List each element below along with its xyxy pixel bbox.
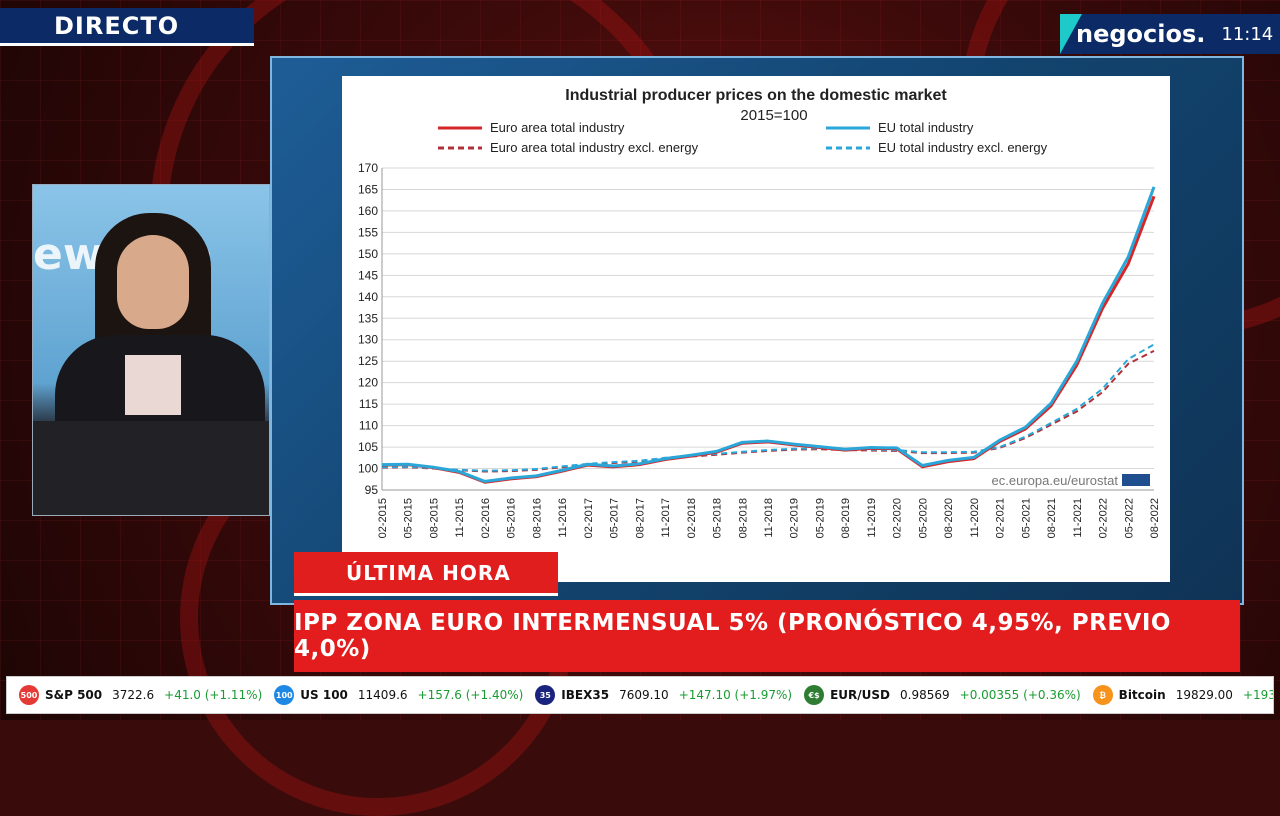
x-tick-label: 02-2016 xyxy=(480,498,492,538)
breaking-news-headline: IPP ZONA EURO INTERMENSUAL 5% (PRONÓSTIC… xyxy=(294,600,1240,672)
breaking-news-label: ÚLTIMA HORA xyxy=(294,552,558,596)
live-indicator: DIRECTO xyxy=(0,8,254,46)
y-tick-label: 155 xyxy=(358,225,378,239)
y-tick-label: 170 xyxy=(358,161,378,175)
x-tick-label: 08-2021 xyxy=(1046,498,1058,538)
series-line xyxy=(382,187,1154,482)
ticker-item: ₿ Bitcoin 19829.00 +193.00 (+0.9 xyxy=(1093,685,1274,705)
x-tick-label: 05-2021 xyxy=(1020,498,1032,538)
y-tick-label: 120 xyxy=(358,376,378,390)
ticker-symbol: US 100 xyxy=(300,688,348,702)
ticker-price: 7609.10 xyxy=(619,688,669,702)
ticker-change: +147.10 (+1.97%) xyxy=(679,688,792,702)
ticker-item: 500 S&P 500 3722.6 +41.0 (+1.11%) xyxy=(19,685,262,705)
y-tick-label: 100 xyxy=(358,462,378,476)
x-tick-label: 02-2022 xyxy=(1098,498,1110,538)
y-tick-label: 140 xyxy=(358,290,378,304)
ticker-symbol: S&P 500 xyxy=(45,688,102,702)
y-tick-label: 110 xyxy=(359,419,378,433)
ticker-price: 3722.6 xyxy=(112,688,154,702)
ibex35-icon: 35 xyxy=(535,685,555,705)
ticker-symbol: EUR/USD xyxy=(830,688,890,702)
x-tick-label: 11-2018 xyxy=(763,498,775,538)
legend-label: EU total industry xyxy=(878,120,974,135)
y-tick-label: 160 xyxy=(358,204,378,218)
x-tick-label: 02-2018 xyxy=(686,498,698,538)
ticker-change: +0.00355 (+0.36%) xyxy=(960,688,1081,702)
y-tick-label: 95 xyxy=(365,483,379,497)
logo-triangle-icon xyxy=(1060,14,1082,54)
x-tick-label: 08-2019 xyxy=(840,498,852,538)
x-tick-label: 11-2020 xyxy=(969,498,981,538)
ticker-symbol: Bitcoin xyxy=(1119,688,1166,702)
x-tick-label: 08-2022 xyxy=(1149,498,1161,538)
chart-subtitle: 2015=100 xyxy=(740,107,807,124)
y-tick-label: 125 xyxy=(358,354,378,368)
ticker-price: 0.98569 xyxy=(900,688,950,702)
legend-label: Euro area total industry xyxy=(490,120,625,135)
x-tick-label: 02-2021 xyxy=(995,498,1007,538)
y-tick-label: 165 xyxy=(358,182,378,196)
eurusd-icon: €$ xyxy=(804,685,824,705)
news-desk xyxy=(33,421,269,515)
x-tick-label: 05-2017 xyxy=(609,498,621,538)
eurostat-logo-icon xyxy=(1122,474,1150,486)
ticker-item: 35 IBEX35 7609.10 +147.10 (+1.97%) xyxy=(535,685,792,705)
chart-title: Industrial producer prices on the domest… xyxy=(565,87,947,104)
x-tick-label: 08-2020 xyxy=(943,498,955,538)
us100-icon: 100 xyxy=(274,685,294,705)
x-tick-label: 11-2016 xyxy=(557,498,569,538)
clock: 11:14 xyxy=(1221,24,1273,45)
chart-source: ec.europa.eu/eurostat xyxy=(992,473,1119,488)
x-tick-label: 11-2015 xyxy=(454,498,466,538)
x-tick-label: 08-2016 xyxy=(531,498,543,538)
x-tick-label: 05-2018 xyxy=(712,498,724,538)
y-tick-label: 150 xyxy=(358,247,378,261)
x-tick-label: 11-2021 xyxy=(1072,498,1084,538)
ticker-change: +193.00 (+0.9 xyxy=(1243,688,1274,702)
series-line xyxy=(382,344,1154,470)
sp500-icon: 500 xyxy=(19,685,39,705)
x-tick-label: 08-2017 xyxy=(634,498,646,538)
bitcoin-icon: ₿ xyxy=(1093,685,1113,705)
y-tick-label: 135 xyxy=(358,311,378,325)
y-tick-label: 115 xyxy=(359,397,378,411)
channel-logo-bar: negocios. 11:14 xyxy=(1060,14,1280,54)
legend-label: Euro area total industry excl. energy xyxy=(490,140,699,155)
x-tick-label: 05-2022 xyxy=(1123,498,1135,538)
y-tick-label: 145 xyxy=(358,268,378,282)
chart-card: Industrial producer prices on the domest… xyxy=(342,76,1170,582)
y-tick-label: 105 xyxy=(358,440,378,454)
ticker-item: €$ EUR/USD 0.98569 +0.00355 (+0.36%) xyxy=(804,685,1081,705)
x-tick-label: 11-2017 xyxy=(660,498,672,538)
ticker-price: 11409.6 xyxy=(358,688,408,702)
x-tick-label: 08-2015 xyxy=(428,498,440,538)
legend-label: EU total industry excl. energy xyxy=(878,140,1048,155)
series-line xyxy=(382,351,1154,472)
x-tick-label: 11-2019 xyxy=(866,498,878,538)
presenter-face xyxy=(117,235,189,329)
x-tick-label: 05-2020 xyxy=(917,498,929,538)
x-tick-label: 02-2017 xyxy=(583,498,595,538)
x-tick-label: 05-2016 xyxy=(506,498,518,538)
ticker-price: 19829.00 xyxy=(1176,688,1233,702)
ticker-symbol: IBEX35 xyxy=(561,688,609,702)
ticker-change: +41.0 (+1.11%) xyxy=(164,688,262,702)
x-tick-label: 02-2015 xyxy=(377,498,389,538)
x-tick-label: 05-2015 xyxy=(403,498,415,538)
x-tick-label: 02-2020 xyxy=(892,498,904,538)
line-chart: Industrial producer prices on the domest… xyxy=(342,76,1170,582)
x-tick-label: 08-2018 xyxy=(737,498,749,538)
x-tick-label: 02-2019 xyxy=(789,498,801,538)
presenter-video: ewsroo xyxy=(32,184,270,516)
y-tick-label: 130 xyxy=(358,333,378,347)
ticker-change: +157.6 (+1.40%) xyxy=(418,688,524,702)
x-tick-label: 05-2019 xyxy=(814,498,826,538)
ticker-item: 100 US 100 11409.6 +157.6 (+1.40%) xyxy=(274,685,523,705)
channel-logo: negocios. xyxy=(1076,20,1205,48)
